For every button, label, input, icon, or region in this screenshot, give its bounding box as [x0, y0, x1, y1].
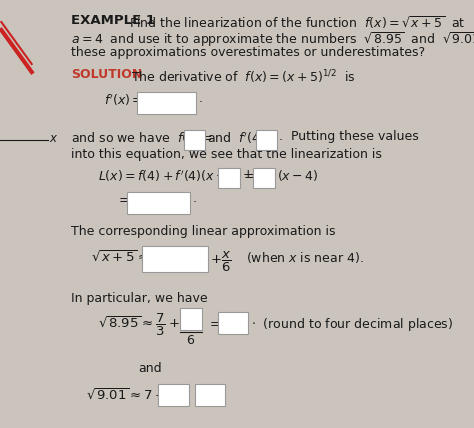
- Text: $\sqrt{9.01} \approx 7  +$: $\sqrt{9.01} \approx 7 +$: [86, 388, 166, 403]
- Text: The corresponding linear approximation is: The corresponding linear approximation i…: [71, 225, 336, 238]
- Bar: [128, 192, 190, 214]
- Bar: [256, 130, 277, 150]
- Text: (when $x$ is near $4$).: (when $x$ is near $4$).: [246, 250, 364, 265]
- Text: and  $f'(4) =$: and $f'(4) =$: [207, 130, 278, 146]
- Bar: [158, 384, 189, 406]
- Bar: [253, 168, 275, 188]
- Text: into this equation, we see that the linearization is: into this equation, we see that the line…: [71, 148, 382, 161]
- Text: $\sqrt{8.95} \approx \dfrac{7}{3} +$: $\sqrt{8.95} \approx \dfrac{7}{3} +$: [98, 312, 180, 338]
- Text: Find the linearization of the function  $f(x) = \sqrt{x + 5}$  at: Find the linearization of the function $…: [129, 14, 466, 31]
- Text: and: and: [139, 362, 162, 375]
- Text: these approximations overestimates or underestimates?: these approximations overestimates or un…: [71, 46, 426, 59]
- Text: .: .: [199, 92, 203, 105]
- Text: EXAMPLE 1: EXAMPLE 1: [71, 14, 155, 27]
- Text: The derivative of  $f(x) = (x + 5)^{1/2}$  is: The derivative of $f(x) = (x + 5)^{1/2}$…: [131, 68, 356, 86]
- Text: .: .: [192, 192, 196, 205]
- Bar: [195, 384, 225, 406]
- Text: $6$: $6$: [186, 334, 195, 347]
- Text: $+ \dfrac{x}{6}$: $+ \dfrac{x}{6}$: [210, 250, 231, 274]
- Text: $a = 4$  and use it to approximate the numbers  $\sqrt{8.95}$  and  $\sqrt{9.01}: $a = 4$ and use it to approximate the nu…: [71, 30, 474, 49]
- Text: In particular, we have: In particular, we have: [71, 292, 208, 305]
- Text: $\sqrt{x + 5} \approx$: $\sqrt{x + 5} \approx$: [91, 250, 150, 265]
- Bar: [180, 308, 202, 330]
- Text: $x$: $x$: [49, 132, 58, 145]
- Text: $=$: $=$: [207, 316, 220, 329]
- Text: $(x - 4)$: $(x - 4)$: [277, 168, 319, 183]
- Text: SOLUTION: SOLUTION: [71, 68, 143, 81]
- Bar: [218, 312, 248, 334]
- Bar: [137, 92, 196, 114]
- Text: $+$: $+$: [242, 168, 254, 181]
- Bar: [183, 130, 205, 150]
- Text: $\cdot$  (round to four decimal places): $\cdot$ (round to four decimal places): [251, 316, 453, 333]
- Text: $=$: $=$: [116, 192, 129, 205]
- Text: and so we have  $f(4) =$: and so we have $f(4) =$: [71, 130, 213, 145]
- Text: $f'(x) =$: $f'(x) =$: [104, 92, 143, 107]
- Text: .  Putting these values: . Putting these values: [279, 130, 419, 143]
- Text: $L(x) = f(4) + f'(4)(x - 4) =$: $L(x) = f(4) + f'(4)(x - 4) =$: [98, 168, 255, 184]
- Bar: [218, 168, 240, 188]
- Bar: [142, 246, 208, 272]
